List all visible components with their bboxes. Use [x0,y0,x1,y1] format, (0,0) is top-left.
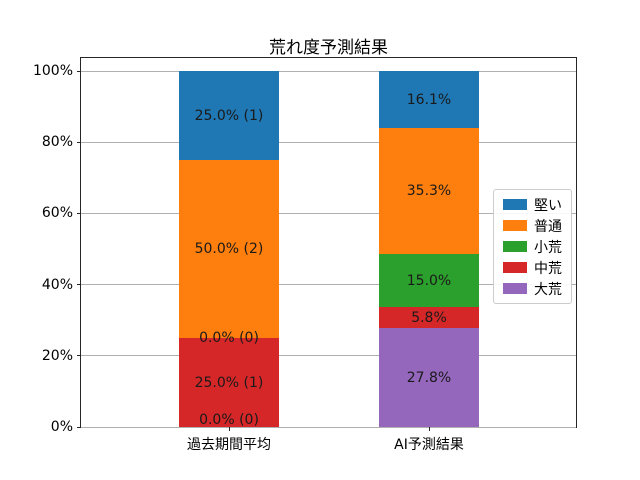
chart-title: 荒れ度予測結果 [269,38,388,58]
y-tick-label: 100% [32,63,73,79]
bar-segment-普通 [179,160,279,338]
bar-segment-大荒 [379,328,479,427]
segment-label: 25.0% (1) [194,107,264,124]
segment-label: 16.1% [406,91,452,108]
legend: 堅い普通小荒中荒大荒 [493,189,572,304]
legend-item: 大荒 [496,278,569,299]
legend-label: 堅い [534,197,562,214]
legend-item: 堅い [496,194,569,215]
gridline [81,212,576,214]
legend-label: 小荒 [534,239,562,256]
y-tick-mark [77,355,81,357]
y-tick-mark [77,141,81,143]
bar-segment-普通 [379,128,479,254]
gridline [81,141,576,143]
y-tick-label: 80% [41,134,73,151]
x-tick-mark [428,427,430,431]
gridline [81,284,576,286]
legend-swatch [503,283,527,294]
y-tick-label: 60% [41,205,73,222]
gridline [81,426,576,428]
x-tick-mark [228,427,230,431]
y-tick-label: 40% [41,276,73,293]
segment-label: 35.3% [406,183,452,200]
segment-label: 0.0% (0) [199,330,259,346]
legend-item: 中荒 [496,257,569,278]
y-tick-mark [77,426,81,428]
x-tick-label: 過去期間平均 [187,437,271,453]
y-tick-mark [77,212,81,214]
bar-segment-中荒 [179,338,279,427]
legend-swatch [503,220,527,231]
x-tick-label: AI予測結果 [394,437,464,453]
legend-label: 普通 [534,218,562,235]
bar-segment-中荒 [379,307,479,329]
legend-swatch [503,241,527,252]
y-tick-label: 0% [50,419,73,435]
legend-swatch [503,199,527,210]
y-tick-mark [77,70,81,72]
y-tick-mark [77,284,81,286]
legend-label: 中荒 [534,260,562,277]
gridline [81,70,576,72]
segment-label: 5.8% [411,309,447,326]
segment-label: 15.0% [406,272,452,289]
legend-item: 小荒 [496,236,569,257]
segment-label: 50.0% (2) [194,241,264,257]
segment-label: 25.0% (1) [194,374,264,391]
bar-segment-小荒 [379,254,479,308]
segment-label: 0.0% (0) [199,412,259,428]
segment-label: 27.8% [406,369,452,386]
gridline [81,355,576,357]
legend-swatch [503,262,527,273]
bar-segment-堅い [379,71,479,129]
legend-label: 大荒 [534,281,562,298]
bar-segment-堅い [179,71,279,160]
legend-item: 普通 [496,215,569,236]
y-tick-label: 20% [41,347,73,364]
plot-area: 0% 20% 40% 60% 80% 100% 0.0% (0) 25.0% (1) 0.0% … [33,57,577,453]
